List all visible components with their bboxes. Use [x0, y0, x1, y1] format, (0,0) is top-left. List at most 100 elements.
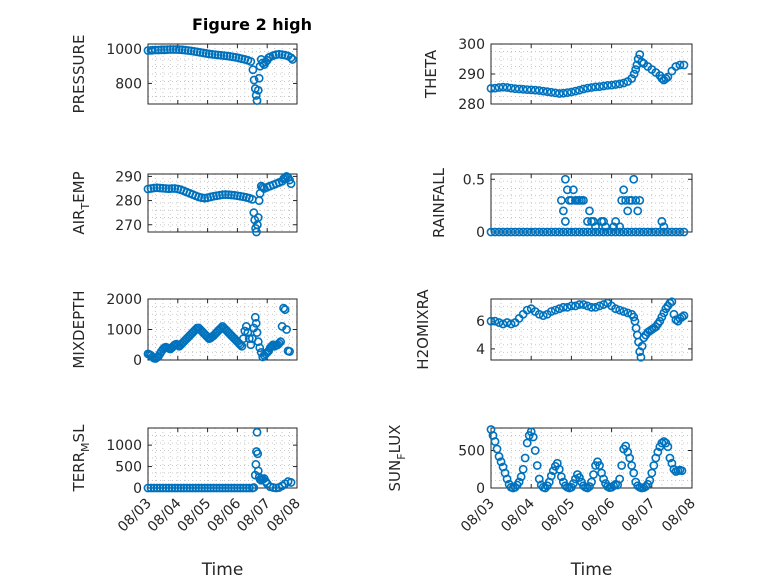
data-point: [609, 481, 619, 491]
data-point: [165, 45, 175, 54]
y-tick-label: 500: [458, 444, 485, 460]
data-point: [271, 50, 281, 60]
y-tick-label: 1000: [106, 42, 142, 58]
y-tick-label: 800: [115, 76, 142, 92]
data-point: [589, 217, 598, 226]
data-point: [159, 45, 169, 55]
y-axis-label: PRESSURE: [70, 35, 88, 114]
data-point: [224, 190, 233, 200]
data-point: [534, 227, 544, 237]
panel-theta: 280 290 300 THETA: [422, 37, 693, 113]
data-point: [619, 185, 629, 195]
data-point: [669, 464, 679, 474]
panel-h2omixra: 4 6 H2OMIXRA: [414, 289, 693, 370]
data-point: [510, 227, 520, 237]
data-point: [587, 302, 596, 312]
data-point: [218, 190, 227, 200]
data-point: [619, 307, 629, 316]
data-point: [218, 483, 227, 493]
data-point: [569, 185, 578, 195]
data-point: [575, 227, 584, 237]
data-point: [560, 174, 570, 184]
data-point: [522, 85, 532, 94]
data-point: [197, 483, 207, 493]
axes-box: [490, 298, 693, 361]
data-point: [579, 84, 588, 94]
data-point: [157, 45, 166, 55]
data-point: [149, 483, 159, 493]
data-point: [253, 213, 263, 222]
data-point: [280, 173, 290, 183]
data-point: [629, 468, 639, 478]
data-point: [526, 427, 536, 437]
data-point: [227, 483, 236, 493]
data-point: [164, 483, 174, 493]
data-point: [615, 227, 625, 237]
y-axis-label: AIRTEMP: [70, 171, 92, 234]
data-point: [221, 483, 230, 493]
data-point: [671, 62, 681, 71]
data-point: [567, 227, 576, 237]
y-tick-label: 0: [133, 353, 142, 369]
axes-box: [147, 43, 298, 105]
data-point: [571, 86, 580, 96]
data-point: [571, 227, 580, 237]
data-point: [250, 312, 260, 322]
data-point: [542, 87, 552, 97]
data-point: [633, 206, 643, 216]
data-point: [585, 206, 594, 216]
data-point: [203, 483, 212, 493]
data-point: [627, 227, 637, 237]
data-point: [546, 307, 556, 316]
data-point: [571, 301, 580, 311]
data-point: [575, 85, 584, 95]
data-point: [252, 427, 262, 437]
data-point: [230, 483, 239, 493]
data-point: [520, 453, 530, 463]
data-point: [615, 305, 625, 315]
data-point: [609, 222, 619, 232]
data-point: [155, 183, 165, 193]
data-point: [506, 227, 516, 237]
data-point: [637, 341, 647, 351]
x-tick-label: 08/08: [659, 496, 699, 536]
data-point: [556, 472, 566, 482]
data-point: [526, 227, 536, 237]
y-tick-label: 280: [115, 194, 142, 210]
data-point: [611, 304, 621, 314]
data-point: [667, 227, 677, 237]
data-point: [629, 174, 639, 184]
y-tick-label: 0: [476, 225, 485, 241]
data-point: [518, 227, 528, 237]
data-point: [595, 82, 604, 91]
data-point: [591, 82, 600, 92]
data-point: [546, 471, 556, 481]
data-point: [631, 195, 641, 205]
data-point: [255, 343, 265, 353]
y-tick-label: 4: [476, 342, 485, 358]
data-point: [627, 195, 637, 205]
data-point: [635, 227, 645, 237]
data-point: [636, 352, 646, 362]
data-point: [221, 190, 230, 199]
data-point: [164, 184, 174, 194]
data-point: [506, 83, 516, 93]
data-point: [180, 45, 190, 55]
data-point: [158, 183, 168, 193]
data-point: [623, 308, 633, 318]
x-tick-label: 08/06: [579, 495, 619, 535]
y-tick-label: 0: [476, 481, 485, 497]
y-tick-label: 500: [115, 460, 142, 476]
data-point: [494, 227, 504, 237]
data-point: [522, 305, 532, 315]
data-point: [179, 483, 189, 493]
data-point: [161, 184, 171, 193]
data-point: [550, 88, 560, 98]
data-point: [631, 323, 641, 333]
data-point: [661, 74, 671, 83]
data-point: [585, 482, 594, 491]
data-point: [538, 86, 548, 96]
data-point: [569, 479, 578, 488]
data-point: [558, 302, 568, 312]
